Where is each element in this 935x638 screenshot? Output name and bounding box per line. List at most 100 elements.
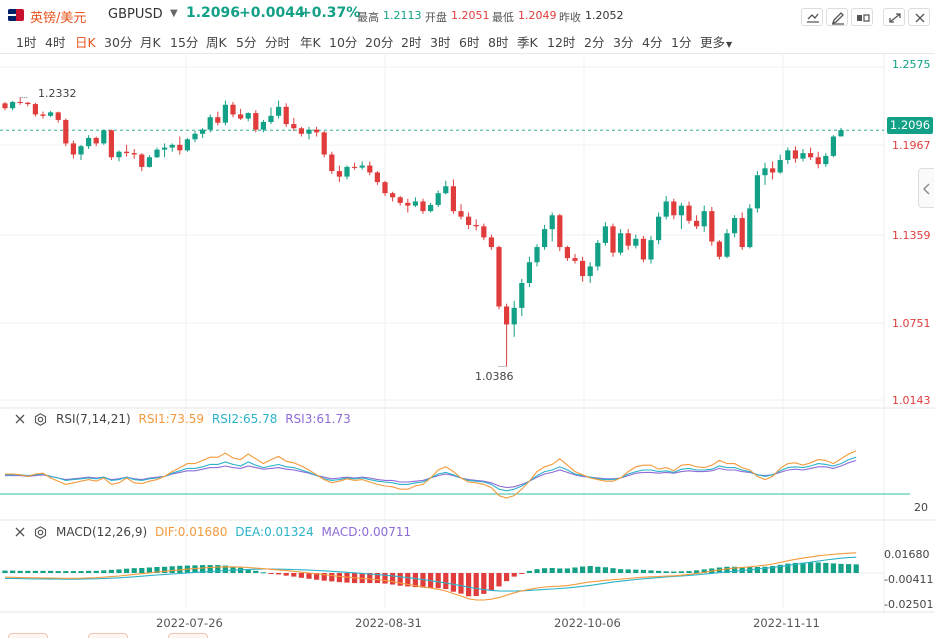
macd-histogram-bar <box>131 568 137 573</box>
period-15m[interactable]: 15分 <box>170 35 199 50</box>
period-daily[interactable]: 日K <box>75 35 96 50</box>
close-icon[interactable] <box>14 413 26 425</box>
period-10m[interactable]: 10分 <box>329 35 358 50</box>
candle-body <box>344 166 350 177</box>
side-panel-toggle[interactable] <box>918 168 934 208</box>
candle-body <box>663 201 669 217</box>
macd-histogram-bar <box>78 571 84 573</box>
macd-histogram-bar <box>268 573 274 574</box>
period-monthly[interactable]: 月K <box>140 35 161 50</box>
period-2m[interactable]: 2分 <box>584 35 605 50</box>
period-1m[interactable]: 1分 <box>671 35 692 50</box>
macd-histogram-bar <box>496 573 502 587</box>
candle-body <box>397 197 403 203</box>
period-more[interactable]: 更多▼ <box>700 32 732 51</box>
period-1h[interactable]: 1时 <box>16 35 37 50</box>
macd-histogram-bar <box>481 573 487 594</box>
macd-histogram-bar <box>640 569 646 573</box>
toggle-icon[interactable] <box>851 8 873 26</box>
period-6h[interactable]: 6时 <box>459 35 480 50</box>
candle-body <box>557 215 563 248</box>
period-3m[interactable]: 3分 <box>613 35 634 50</box>
chart-canvas[interactable] <box>0 53 935 638</box>
macd-histogram-bar <box>17 570 23 573</box>
rsi-header: RSI(7,14,21) RSI1:73.59 RSI2:65.78 RSI3:… <box>14 412 351 427</box>
macd-histogram-bar <box>116 569 122 573</box>
date-label-2: 2022-08-31 <box>355 616 422 630</box>
macd-histogram-bar <box>830 563 836 573</box>
pen-icon[interactable] <box>826 8 848 26</box>
macd-histogram-bar <box>572 567 578 573</box>
rsi2-value: RSI2:65.78 <box>211 412 278 426</box>
macd-histogram-bar <box>656 570 662 573</box>
candle-body <box>435 193 441 205</box>
macd-histogram-bar <box>724 566 730 573</box>
macd-histogram-bar <box>526 570 532 573</box>
rsi-title: RSI(7,14,21) <box>56 412 131 426</box>
period-timeshare[interactable]: 分时 <box>265 35 291 50</box>
bottom-tab-2[interactable] <box>88 633 128 638</box>
period-4m[interactable]: 4分 <box>642 35 663 50</box>
period-yearly[interactable]: 年K <box>300 35 321 50</box>
macd-title: MACD(12,26,9) <box>56 525 148 539</box>
period-12h[interactable]: 12时 <box>547 35 576 50</box>
candle-body <box>25 102 31 105</box>
candle-body <box>359 165 365 168</box>
candle-body <box>830 136 836 156</box>
candle-body <box>32 104 38 115</box>
period-4h[interactable]: 4时 <box>45 35 66 50</box>
period-3h[interactable]: 3时 <box>430 35 451 50</box>
candle-body <box>55 112 61 120</box>
candle-body <box>678 205 684 216</box>
bottom-tab-1[interactable] <box>8 633 48 638</box>
candle-body <box>504 306 510 325</box>
gear-icon[interactable] <box>34 526 47 539</box>
expand-icon[interactable] <box>883 8 905 26</box>
period-selector: 1时 4时 日K 30分 月K 15分 周K 5分 分时 年K 10分 20分 … <box>0 30 935 52</box>
symbol-code[interactable]: GBPUSD <box>108 7 163 22</box>
macd-histogram-bar <box>602 567 608 573</box>
macd-histogram-bar <box>146 567 152 573</box>
more-label: 更多 <box>700 35 726 50</box>
period-5m[interactable]: 5分 <box>236 35 257 50</box>
close-icon[interactable] <box>908 8 930 26</box>
period-weekly[interactable]: 周K <box>206 35 227 50</box>
period-30m[interactable]: 30分 <box>104 35 133 50</box>
period-8h[interactable]: 8时 <box>488 35 509 50</box>
macd-histogram-bar <box>238 567 244 573</box>
candle-body <box>420 201 426 212</box>
price-change: +0.0044 <box>239 5 305 21</box>
macd-histogram-bar <box>32 570 38 573</box>
chevron-down-icon[interactable]: ▼ <box>170 8 178 19</box>
period-20m[interactable]: 20分 <box>365 35 394 50</box>
macd-histogram-bar <box>754 567 760 573</box>
macd-histogram-bar <box>291 573 297 577</box>
period-2h[interactable]: 2时 <box>401 35 422 50</box>
macd-histogram-bar <box>276 573 282 575</box>
gear-icon[interactable] <box>34 413 47 426</box>
period-quarterly[interactable]: 季K <box>517 35 538 50</box>
candle-body <box>390 193 396 198</box>
close-icon[interactable] <box>14 526 26 538</box>
macd-histogram-bar <box>162 566 168 573</box>
candle-body <box>329 154 335 172</box>
candle-body <box>754 175 760 209</box>
bottom-tab-3[interactable] <box>168 633 208 638</box>
macd-histogram-bar <box>86 570 92 573</box>
current-price-tag: 1.2096 <box>887 117 933 134</box>
candle-body <box>40 114 46 116</box>
candle-body <box>124 151 130 154</box>
macd-histogram-bar <box>618 569 624 573</box>
macd-histogram-bar <box>823 562 829 573</box>
candle-body <box>443 186 449 194</box>
symbol-name[interactable]: 英镑/美元 <box>30 11 87 26</box>
candle-body <box>572 258 578 261</box>
rsi1-value: RSI1:73.59 <box>138 412 205 426</box>
low-value: 1.2049 <box>518 9 557 22</box>
macd-histogram-bar <box>215 565 221 573</box>
candle-body <box>542 229 548 248</box>
candle-body <box>222 104 228 123</box>
macd-histogram-bar <box>564 568 570 573</box>
draw-line-icon[interactable] <box>801 8 823 26</box>
rsi-line-1 <box>5 450 857 499</box>
